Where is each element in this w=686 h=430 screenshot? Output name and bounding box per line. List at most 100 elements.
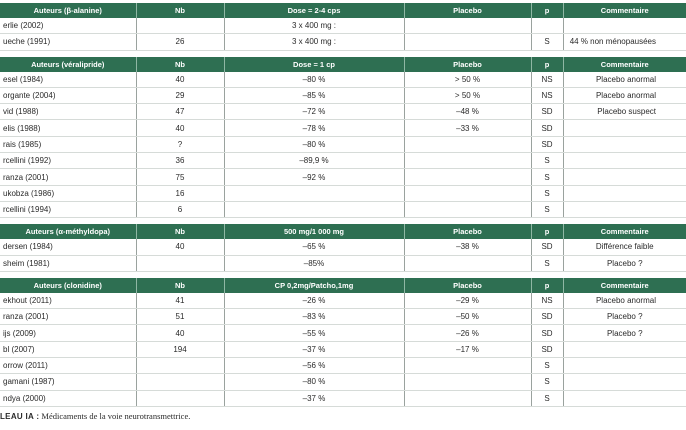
table-cell: NS <box>531 292 564 310</box>
table-cell: Placebo ? <box>563 324 686 342</box>
table-cell: ekhout (2011) <box>0 292 137 310</box>
drug-tables-container: Auteurs (β-alanine) Nb Dose = 2-4 cps Place… <box>0 3 686 407</box>
table-cell: –48 % <box>404 103 532 121</box>
table-row: vid (1988) 47 –72 % –48 % SD Placebo suspect <box>0 103 686 121</box>
table-header-row: Auteurs (véralipride) Nb Dose = 1 cp Placeb… <box>0 56 686 72</box>
table-row: sheim (1981) –85% S Placebo ? <box>0 255 686 272</box>
table-cell: S <box>531 357 564 375</box>
column-header: Nb <box>136 224 225 240</box>
table-cell: –33 % <box>404 119 532 137</box>
table-cell: 47 <box>136 103 225 121</box>
column-header: Nb <box>136 3 225 18</box>
table-cell: gamani (1987) <box>0 373 137 391</box>
column-header: Commentaire <box>563 3 686 18</box>
table-cell: 44 % non ménopausées <box>563 33 686 51</box>
methyldopa-table: Auteurs (α-méthyldopa) Nb 500 mg/1 000 mg P… <box>0 224 686 272</box>
table-cell: ranza (2001) <box>0 168 137 186</box>
table-cell: –55 % <box>224 324 405 342</box>
table-cell: 29 <box>136 87 225 105</box>
table-cell: SD <box>531 341 564 359</box>
table-cell: NS <box>531 87 564 105</box>
table-cell <box>136 255 225 272</box>
table-cell <box>563 119 686 137</box>
table-row: ijs (2009) 40 –55 % –26 % SD Placebo ? <box>0 324 686 342</box>
table-header-row: Auteurs (α-méthyldopa) Nb 500 mg/1 000 mg P… <box>0 224 686 240</box>
table-cell: esel (1984) <box>0 71 137 88</box>
table-cell: SD <box>531 324 564 342</box>
table-cell <box>563 357 686 375</box>
table-cell: S <box>531 255 564 272</box>
table-row: ndya (2000) –37 % S <box>0 390 686 407</box>
table-cell: Placebo suspect <box>563 103 686 121</box>
table-cell <box>563 185 686 202</box>
table-cell: > 50 % <box>404 71 532 88</box>
table-cell: –37 % <box>224 341 405 359</box>
table-cell: rais (1985) <box>0 136 137 154</box>
table-cell <box>404 168 532 186</box>
column-header: Placebo <box>404 277 532 293</box>
column-header: Placebo <box>404 56 532 72</box>
table-cell: organte (2004) <box>0 87 137 105</box>
table-cell <box>563 18 686 35</box>
table-cell: 40 <box>136 239 225 256</box>
table-cell <box>563 390 686 407</box>
table-cell: S <box>531 373 564 391</box>
table-row: ranza (2001) 75 –92 % S <box>0 168 686 186</box>
table-row: gamani (1987) –80 % S <box>0 373 686 391</box>
table-cell: –89,9 % <box>224 152 405 170</box>
column-header: Commentaire <box>563 277 686 293</box>
table-cell: ueche (1991) <box>0 33 137 51</box>
table-cell: Placebo anormal <box>563 71 686 88</box>
table-cell: Placebo ? <box>563 255 686 272</box>
column-header: Commentaire <box>563 56 686 72</box>
column-header: Dose = 1 cp <box>224 56 405 72</box>
table-cell <box>404 390 532 407</box>
table-header-row: Auteurs (β-alanine) Nb Dose = 2-4 cps Place… <box>0 3 686 18</box>
table-cell: sheim (1981) <box>0 255 137 272</box>
table-cell <box>224 185 405 202</box>
table-row: elis (1988) 40 –78 % –33 % SD <box>0 119 686 137</box>
table-cell: S <box>531 168 564 186</box>
table-cell <box>136 373 225 391</box>
table-cell: S <box>531 33 564 51</box>
table-row: organte (2004) 29 –85 % > 50 % NS Placebo ano… <box>0 87 686 105</box>
table-cell: SD <box>531 136 564 154</box>
table-header-row: Auteurs (clonidine) Nb CP 0,2mg/Patcho,1mg… <box>0 277 686 293</box>
table-cell <box>404 152 532 170</box>
column-header: Auteurs (α-méthyldopa) <box>0 224 137 240</box>
column-header: Nb <box>136 277 225 293</box>
clonidine-table: Auteurs (clonidine) Nb CP 0,2mg/Patcho,1mg… <box>0 277 686 407</box>
table-cell <box>404 201 532 219</box>
table-cell: NS <box>531 71 564 88</box>
caption-label: LEAU IA : <box>0 412 40 421</box>
table-cell <box>404 136 532 154</box>
caption-text: Médicaments de la voie neurotransmettric… <box>39 411 191 421</box>
column-header: p <box>531 224 564 240</box>
table-cell: SD <box>531 239 564 256</box>
table-cell: 3 x 400 mg : <box>224 18 405 35</box>
column-header: Placebo <box>404 3 532 18</box>
table-cell <box>404 255 532 272</box>
table-cell: –80 % <box>224 136 405 154</box>
table-cell: –26 % <box>404 324 532 342</box>
table-cell: Placebo anormal <box>563 87 686 105</box>
table-cell <box>563 341 686 359</box>
table-cell: –83 % <box>224 308 405 326</box>
column-header: Dose = 2-4 cps <box>224 3 405 18</box>
table-cell: ndya (2000) <box>0 390 137 407</box>
table-cell: –26 % <box>224 292 405 310</box>
table-cell: 6 <box>136 201 225 219</box>
table-cell: SD <box>531 103 564 121</box>
table-cell <box>136 357 225 375</box>
table-cell <box>404 33 532 51</box>
column-header: p <box>531 56 564 72</box>
table-cell: > 50 % <box>404 87 532 105</box>
table-cell: –65 % <box>224 239 405 256</box>
veralipride-table: Auteurs (véralipride) Nb Dose = 1 cp Placeb… <box>0 56 686 219</box>
table-row: orrow (2011) –56 % S <box>0 357 686 375</box>
table-cell: ranza (2001) <box>0 308 137 326</box>
table-cell: ijs (2009) <box>0 324 137 342</box>
table-cell: –38 % <box>404 239 532 256</box>
table-cell: rcellini (1992) <box>0 152 137 170</box>
table-row: rcellini (1994) 6 S <box>0 201 686 219</box>
